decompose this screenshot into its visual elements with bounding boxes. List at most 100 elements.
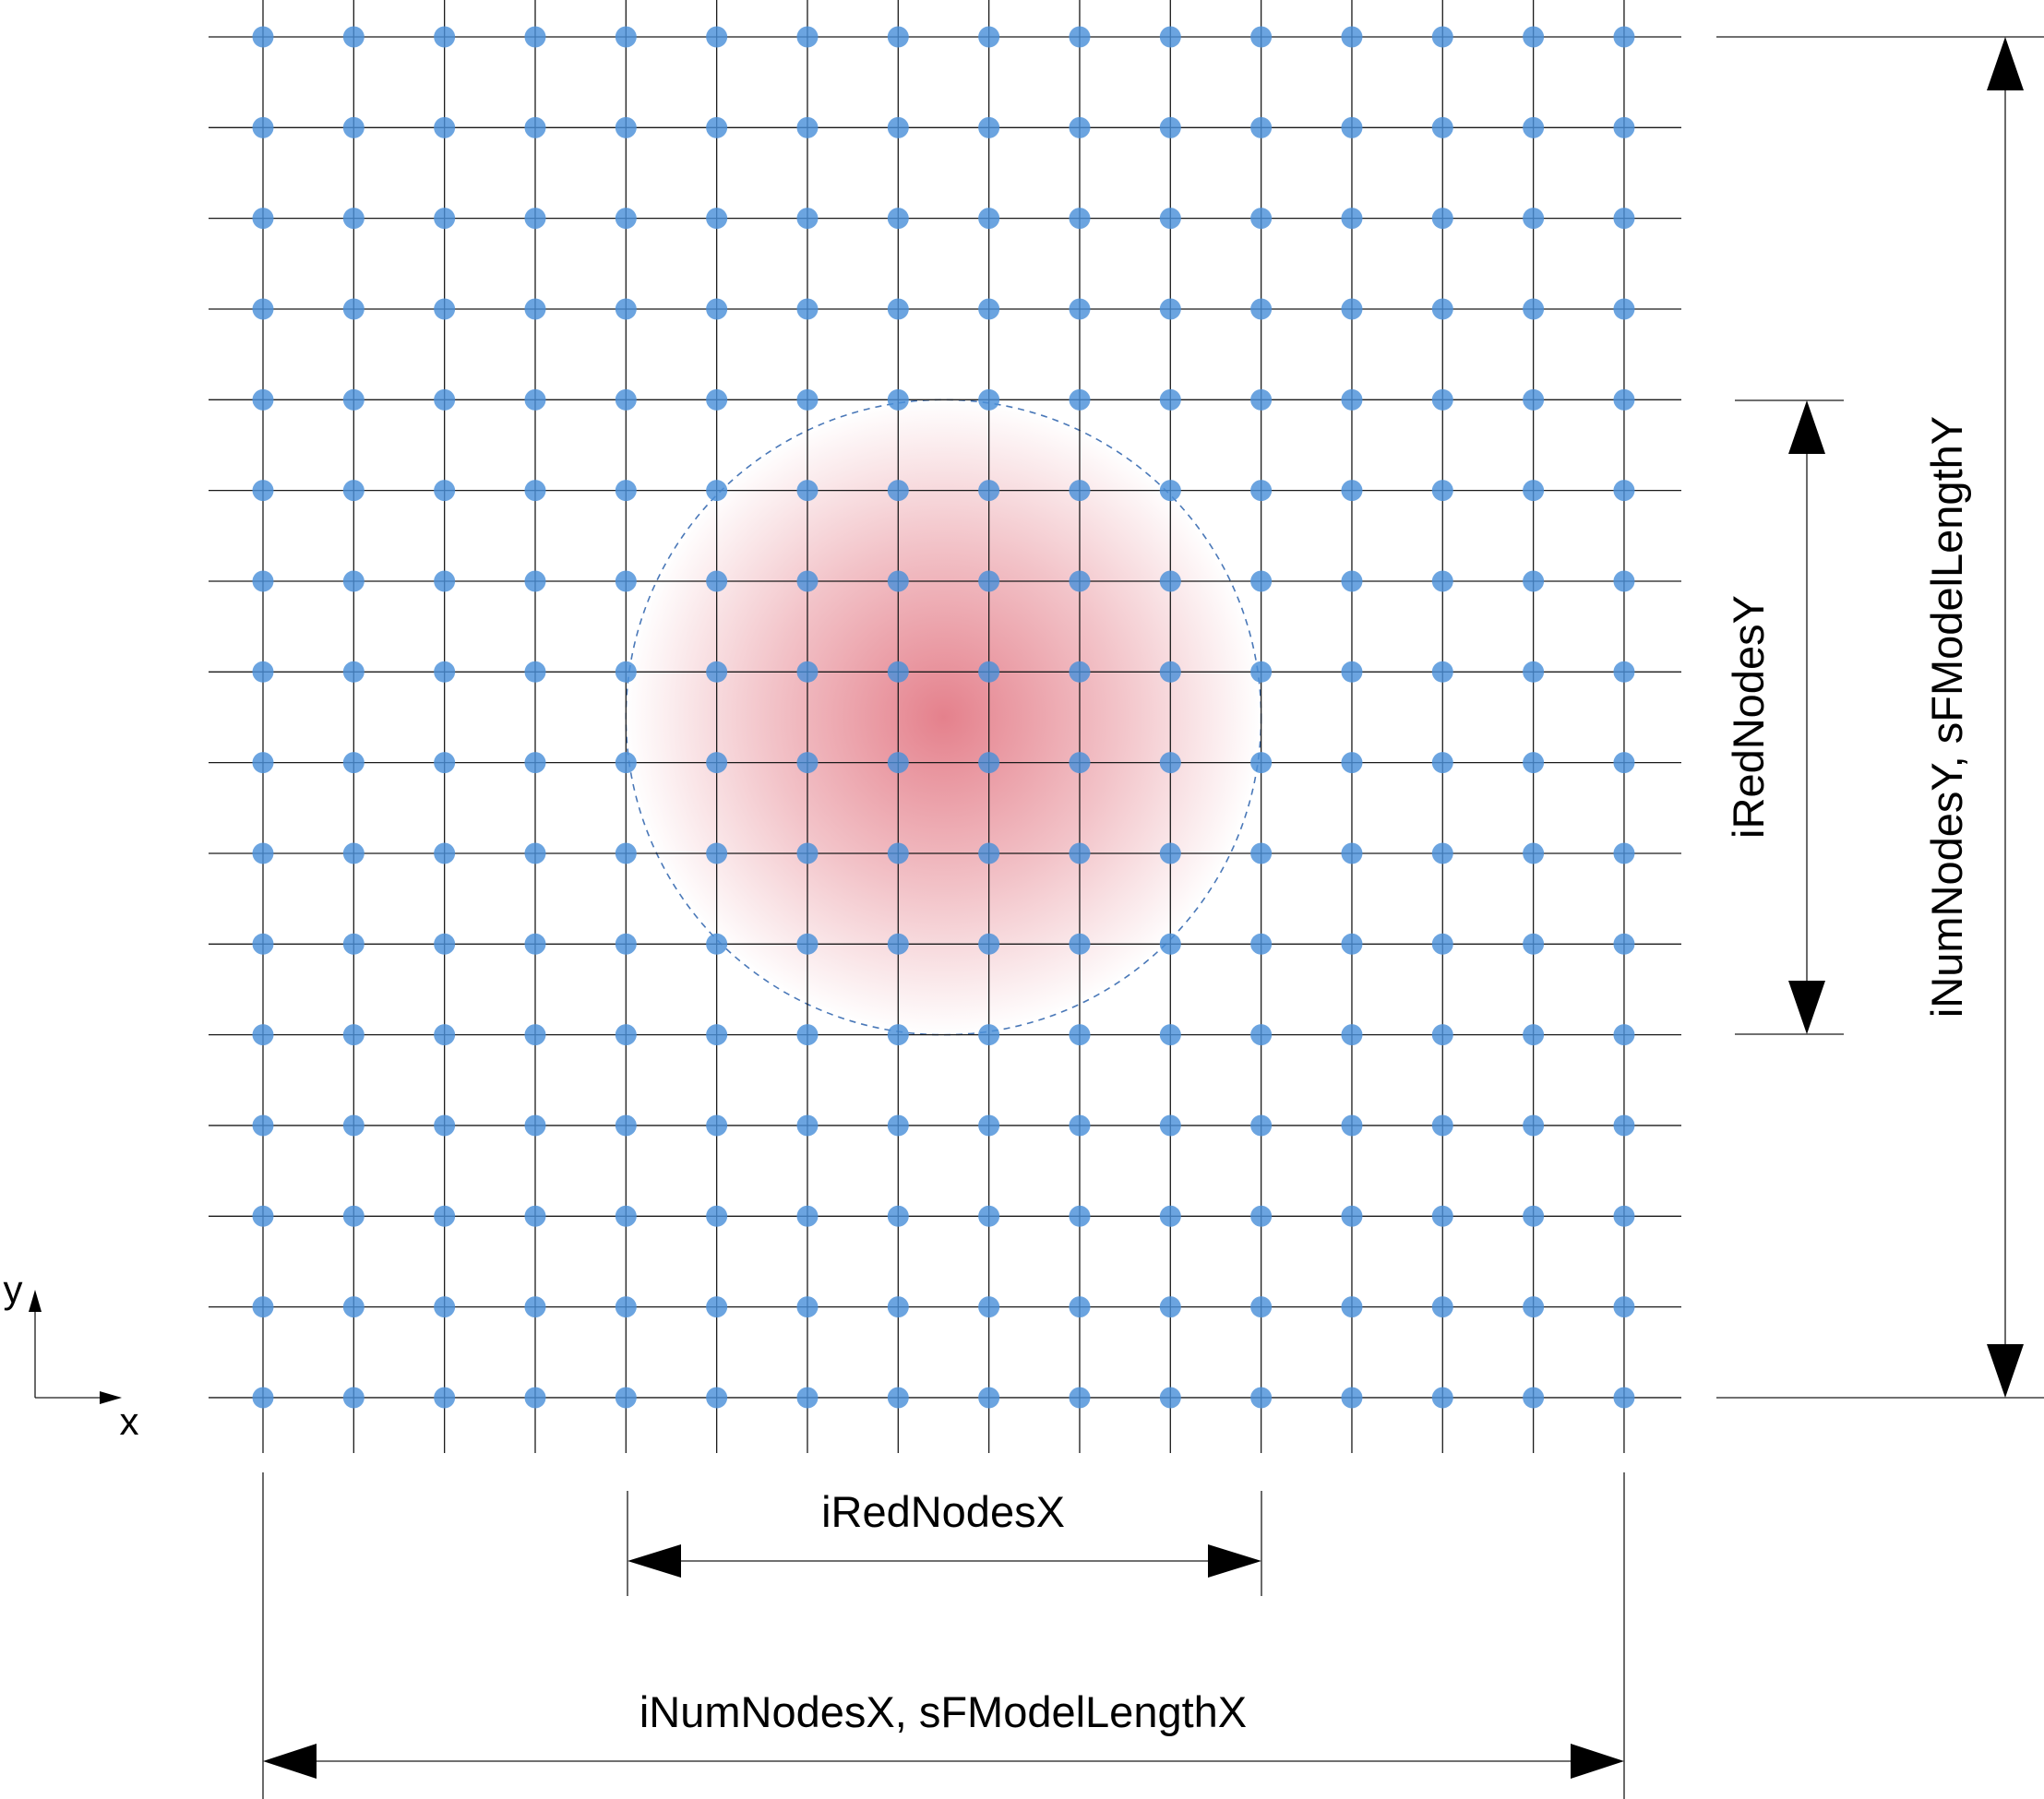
grid-node xyxy=(1159,116,1181,138)
grid-node xyxy=(1523,1114,1545,1137)
grid-node xyxy=(1523,298,1545,320)
grid-node xyxy=(342,26,365,48)
grid-node xyxy=(706,752,728,774)
grid-node xyxy=(887,1387,909,1409)
grid-node xyxy=(342,842,365,864)
grid-node xyxy=(252,752,274,774)
grid-node xyxy=(615,1387,637,1409)
grid-node xyxy=(1523,1296,1545,1318)
grid-node xyxy=(434,1387,456,1409)
grid-node xyxy=(524,480,546,502)
grid-node xyxy=(1069,933,1091,955)
grid-node xyxy=(524,116,546,138)
grid-node xyxy=(887,842,909,864)
grid-node xyxy=(524,842,546,864)
grid-node xyxy=(252,933,274,955)
grid-node xyxy=(1341,1296,1363,1318)
grid-node xyxy=(796,480,819,502)
grid-node xyxy=(1159,570,1181,592)
grid-node xyxy=(1159,842,1181,864)
grid-node xyxy=(342,208,365,230)
grid-node xyxy=(1431,1387,1453,1409)
grid-node xyxy=(1341,388,1363,411)
grid-node xyxy=(978,26,1000,48)
grid-node xyxy=(524,26,546,48)
grid-node xyxy=(1159,298,1181,320)
grid-node xyxy=(1250,1114,1273,1137)
grid-node xyxy=(524,208,546,230)
total-y-label: iNumNodesY, sFModelLengthY xyxy=(1922,416,1971,1018)
grid-node xyxy=(1523,1387,1545,1409)
grid-node xyxy=(1250,1024,1273,1046)
grid-node xyxy=(887,1114,909,1137)
grid-node xyxy=(1523,570,1545,592)
grid-node xyxy=(1159,1296,1181,1318)
grid-node xyxy=(1523,480,1545,502)
grid-node xyxy=(1159,1387,1181,1409)
grid-node xyxy=(978,480,1000,502)
grid-node xyxy=(615,26,637,48)
grid-node xyxy=(342,480,365,502)
grid-node xyxy=(887,661,909,683)
grid-node xyxy=(252,116,274,138)
grid-node xyxy=(1431,570,1453,592)
total-y-arrowhead-top xyxy=(1987,37,2024,90)
grid-node xyxy=(434,116,456,138)
grid-node xyxy=(978,933,1000,955)
axis-y-label: y xyxy=(4,1268,23,1311)
grid-node xyxy=(1341,1387,1363,1409)
grid-node xyxy=(1250,752,1273,774)
grid-node xyxy=(252,570,274,592)
grid-node xyxy=(1069,842,1091,864)
grid-node xyxy=(434,1205,456,1227)
grid-node xyxy=(1250,298,1273,320)
grid-node xyxy=(1159,26,1181,48)
grid-node xyxy=(1341,26,1363,48)
grid-node xyxy=(796,1024,819,1046)
grid-node xyxy=(796,570,819,592)
grid-node xyxy=(615,842,637,864)
grid-node xyxy=(434,752,456,774)
grid-node xyxy=(887,388,909,411)
grid-node xyxy=(615,388,637,411)
grid-node xyxy=(1341,1024,1363,1046)
grid-node xyxy=(1250,1205,1273,1227)
grid-node xyxy=(1431,1205,1453,1227)
grid-node xyxy=(1069,480,1091,502)
grid-node xyxy=(615,1114,637,1137)
grid-node xyxy=(342,1024,365,1046)
grid-node xyxy=(524,1205,546,1227)
grid-node xyxy=(1523,842,1545,864)
grid-node xyxy=(1069,1114,1091,1137)
grid-node xyxy=(1159,480,1181,502)
grid-node xyxy=(1613,570,1635,592)
grid-node xyxy=(252,1387,274,1409)
grid-node xyxy=(1523,933,1545,955)
axis-y-arrowhead xyxy=(29,1290,42,1312)
grid-node xyxy=(1341,480,1363,502)
grid-node xyxy=(1523,661,1545,683)
grid-node xyxy=(252,480,274,502)
grid-node xyxy=(434,208,456,230)
grid-node xyxy=(706,1024,728,1046)
grid-node xyxy=(1250,208,1273,230)
grid-node xyxy=(706,661,728,683)
grid-node xyxy=(615,116,637,138)
grid-node xyxy=(615,1024,637,1046)
grid-node xyxy=(524,1024,546,1046)
grid-node xyxy=(796,208,819,230)
grid-node xyxy=(706,570,728,592)
grid-node xyxy=(524,298,546,320)
grid-node xyxy=(796,842,819,864)
grid-node xyxy=(887,933,909,955)
grid-node xyxy=(1613,842,1635,864)
grid-node xyxy=(1431,1114,1453,1137)
grid-node xyxy=(978,298,1000,320)
grid-node xyxy=(1523,1024,1545,1046)
grid-node xyxy=(978,570,1000,592)
grid-node xyxy=(1431,298,1453,320)
grid-node xyxy=(1069,1024,1091,1046)
grid-node xyxy=(342,1387,365,1409)
grid-node xyxy=(1250,842,1273,864)
grid-node xyxy=(1431,1024,1453,1046)
